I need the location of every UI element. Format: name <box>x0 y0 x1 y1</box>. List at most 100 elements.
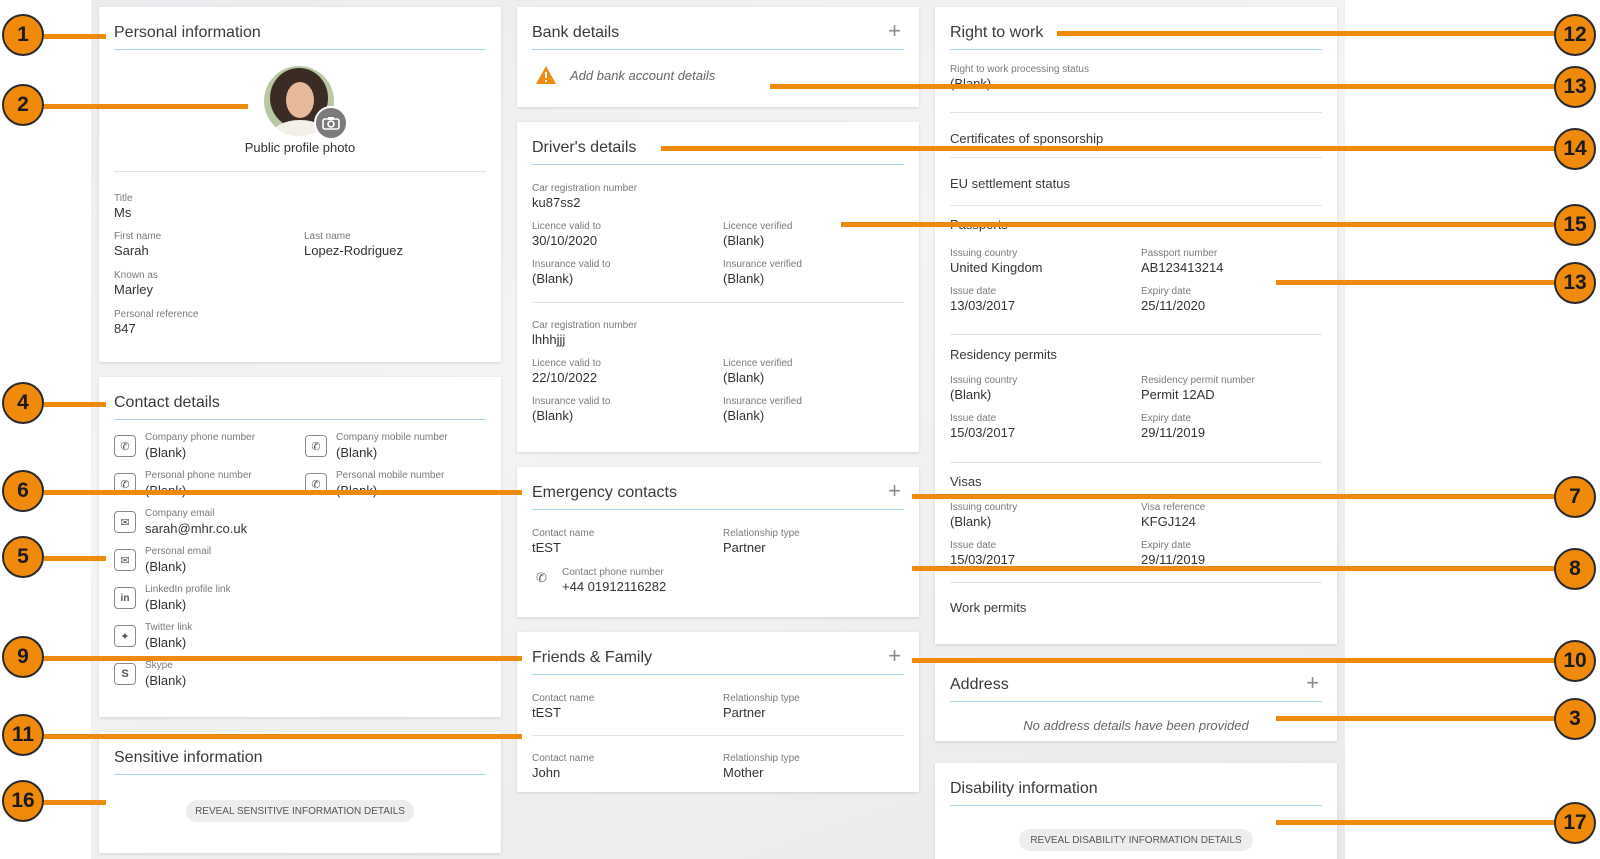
field-label: Licence valid to <box>532 358 601 369</box>
camera-icon[interactable] <box>314 106 348 140</box>
twitter-icon: ✦ <box>114 625 136 647</box>
callout-line <box>661 146 1567 151</box>
add-emergency-contact-button[interactable]: + <box>888 478 901 503</box>
field-label: Car registration number <box>532 183 638 194</box>
address-card: Address + No address details have been p… <box>935 659 1337 741</box>
eu-settlement-heading[interactable]: EU settlement status <box>950 176 1070 191</box>
callout-badge: 16 <box>2 780 44 822</box>
callout-badge: 8 <box>1554 548 1596 590</box>
field-value: KFGJ124 <box>1141 514 1196 529</box>
callout-badge: 11 <box>2 714 44 756</box>
field-label: Contact name <box>532 753 595 764</box>
field-label: Relationship type <box>723 528 800 539</box>
drivers-details-card: Driver's details Car registration number… <box>517 122 919 452</box>
title-rule <box>532 49 904 50</box>
add-address-button[interactable]: + <box>1306 670 1319 695</box>
title-rule <box>114 774 486 775</box>
field-label: Last name <box>304 231 351 242</box>
contact-value[interactable]: (Blank) <box>145 445 187 460</box>
bank-details-card: Bank details + Add bank account details <box>517 7 919 107</box>
callout-badge: 17 <box>1554 802 1596 844</box>
field-label: Relationship type <box>723 693 800 704</box>
title-rule <box>532 509 904 510</box>
field-label: Right to work processing status <box>950 64 1089 75</box>
divider <box>532 302 904 303</box>
add-bank-details-button[interactable]: + <box>888 18 901 43</box>
field-label: Personal reference <box>114 309 199 320</box>
add-bank-account-link[interactable]: Add bank account details <box>570 68 716 83</box>
contact-value[interactable]: (Blank) <box>336 445 378 460</box>
field-value: Permit 12AD <box>1141 387 1215 402</box>
callout-line <box>44 556 106 561</box>
callout-badge: 6 <box>2 470 44 512</box>
field-value: Partner <box>723 705 766 720</box>
callout-line <box>770 84 1567 89</box>
field-label: Contact name <box>532 528 595 539</box>
callout-line <box>841 222 1567 227</box>
field-label: Insurance verified <box>723 259 802 270</box>
contact-value[interactable]: (Blank) <box>145 559 187 574</box>
contact-value[interactable]: (Blank) <box>145 635 187 650</box>
callout-badge: 5 <box>2 536 44 578</box>
field-label: Car registration number <box>532 320 638 331</box>
divider <box>950 157 1322 158</box>
address-title: Address <box>950 676 1009 693</box>
residency-permits-heading: Residency permits <box>950 347 1057 362</box>
field-value: tEST <box>532 705 561 720</box>
personal-information-card: Personal information Public profile phot… <box>99 7 501 362</box>
field-value: ku87ss2 <box>532 195 581 210</box>
callout-line <box>912 494 1567 499</box>
callout-line <box>44 490 522 495</box>
title-rule <box>532 164 904 165</box>
field-label: Licence verified <box>723 221 793 232</box>
field-label: Contact name <box>532 693 595 704</box>
title-rule <box>532 674 904 675</box>
contact-details-title: Contact details <box>114 394 220 411</box>
contact-details-card: Contact details ✆ Company phone number (… <box>99 377 501 717</box>
callout-line <box>44 402 106 407</box>
field-value: tEST <box>532 540 561 555</box>
contact-value[interactable]: (Blank) <box>145 673 187 688</box>
field-value: 13/03/2017 <box>950 298 1016 313</box>
callout-line <box>912 566 1567 571</box>
field-value: (Blank) <box>950 387 992 402</box>
reveal-disability-button[interactable]: REVEAL DISABILITY INFORMATION DETAILS <box>1019 829 1253 851</box>
field-label: Title <box>114 193 133 204</box>
reveal-sensitive-button[interactable]: REVEAL SENSITIVE INFORMATION DETAILS <box>186 800 414 822</box>
contact-value[interactable]: (Blank) <box>145 597 187 612</box>
address-empty-message: No address details have been provided <box>1023 718 1249 733</box>
field-value: (Blank) <box>950 514 992 529</box>
contact-value[interactable]: sarah@mhr.co.uk <box>145 521 248 536</box>
field-value: 29/11/2019 <box>1141 425 1206 440</box>
certificates-of-sponsorship-heading[interactable]: Certificates of sponsorship <box>950 131 1104 146</box>
field-value: 847 <box>114 321 136 336</box>
field-value: United Kingdom <box>950 260 1043 275</box>
add-friend-family-button[interactable]: + <box>888 643 901 668</box>
contact-label: Company email <box>145 508 215 519</box>
callout-line <box>1276 716 1567 721</box>
field-value: (Blank) <box>723 370 765 385</box>
field-label: Passport number <box>1141 248 1218 259</box>
emergency-contacts-card: Emergency contacts + Contact name tEST R… <box>517 467 919 617</box>
field-value[interactable]: +44 01912116282 <box>562 579 667 594</box>
callout-line <box>1276 820 1567 825</box>
work-permits-heading[interactable]: Work permits <box>950 600 1027 615</box>
field-label: Expiry date <box>1141 540 1192 551</box>
field-label: First name <box>114 231 162 242</box>
field-label: Issuing country <box>950 248 1018 259</box>
callout-badge: 13 <box>1554 66 1596 108</box>
field-label: Expiry date <box>1141 413 1192 424</box>
field-value: 22/10/2022 <box>532 370 598 385</box>
callout-badge: 15 <box>1554 204 1596 246</box>
field-label: Issuing country <box>950 375 1018 386</box>
contact-label: Company mobile number <box>336 432 448 443</box>
field-value: 15/03/2017 <box>950 425 1016 440</box>
field-label: Issue date <box>950 540 997 551</box>
callout-badge: 12 <box>1554 14 1596 56</box>
field-value: Sarah <box>114 243 149 258</box>
field-label: Relationship type <box>723 753 800 764</box>
callout-badge: 7 <box>1554 476 1596 518</box>
title-rule <box>950 49 1322 50</box>
field-value: AB123413214 <box>1141 260 1224 275</box>
divider <box>950 462 1322 463</box>
